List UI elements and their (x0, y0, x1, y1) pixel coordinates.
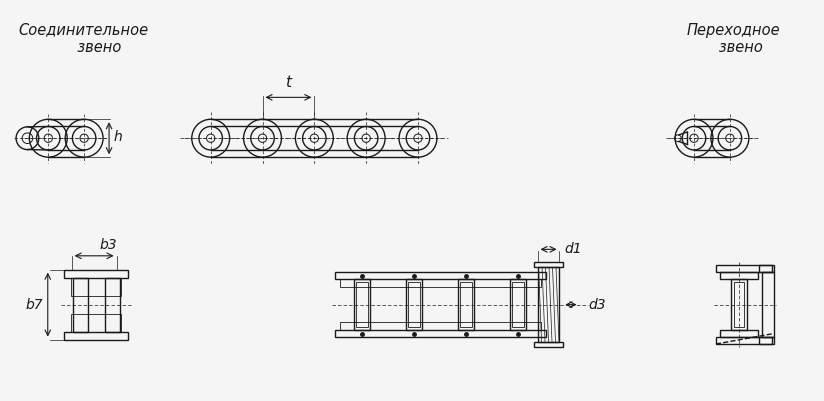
Bar (63, 332, 129, 340)
Bar (510, 279, 526, 330)
Bar (71, 314, 121, 332)
Bar (73, 278, 87, 332)
Bar (534, 262, 564, 267)
Bar (537, 267, 559, 342)
Bar (335, 272, 545, 279)
Bar (720, 272, 758, 279)
Bar (460, 282, 472, 327)
Text: Переходное
   звено: Переходное звено (687, 22, 780, 55)
Text: h: h (113, 130, 122, 144)
Bar (335, 330, 545, 337)
Bar (731, 279, 747, 330)
Text: b3: b3 (100, 238, 117, 252)
Text: Соединительное
       звено: Соединительное звено (18, 22, 148, 55)
Bar (534, 342, 564, 347)
Bar (761, 272, 774, 337)
Bar (354, 279, 370, 330)
Text: d1: d1 (564, 242, 582, 256)
Bar (759, 265, 774, 272)
Bar (716, 337, 772, 344)
Bar (356, 282, 368, 327)
Bar (759, 337, 774, 344)
Text: t: t (285, 75, 292, 90)
Bar (734, 282, 744, 327)
Bar (720, 330, 758, 337)
Bar (716, 265, 772, 272)
Bar (408, 282, 420, 327)
Bar (458, 279, 474, 330)
Bar (63, 270, 129, 278)
Bar (406, 279, 422, 330)
Bar (71, 278, 121, 296)
Bar (340, 322, 541, 330)
Bar (512, 282, 523, 327)
Bar (340, 279, 541, 287)
Bar (105, 278, 119, 332)
Text: d3: d3 (588, 298, 606, 312)
Text: b7: b7 (26, 298, 43, 312)
